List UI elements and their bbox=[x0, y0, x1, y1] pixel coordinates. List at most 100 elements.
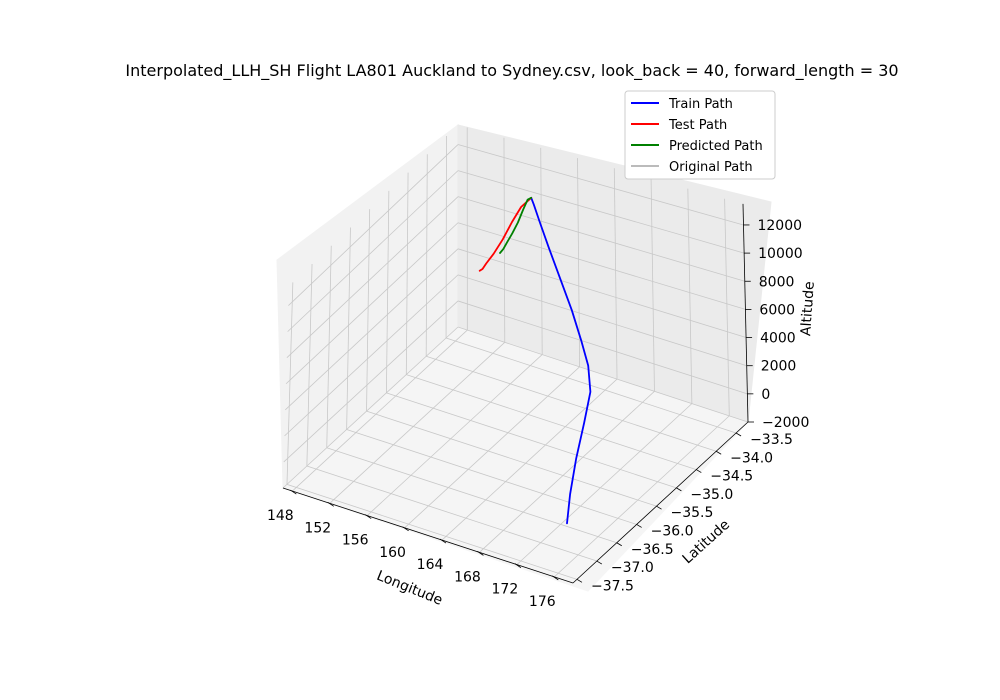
grid-line-x bbox=[516, 403, 693, 565]
x-tick-label: 168 bbox=[454, 569, 481, 585]
grid-line-x bbox=[503, 137, 506, 343]
grid-line-z bbox=[288, 144, 459, 306]
grid-line-y bbox=[326, 245, 332, 448]
grid-line-z bbox=[457, 144, 744, 226]
grid-line-x bbox=[650, 178, 655, 392]
grid-line-y bbox=[306, 264, 313, 467]
grid-line-z bbox=[457, 248, 747, 338]
z-tick-label: 8000 bbox=[759, 274, 795, 290]
legend-frame bbox=[624, 90, 776, 180]
x-tick-mark bbox=[290, 489, 297, 495]
z-tick-label: 10000 bbox=[758, 246, 803, 262]
grid-line-x bbox=[292, 329, 468, 492]
z-tick-label: 12000 bbox=[757, 218, 802, 234]
y-tick-label: −34.0 bbox=[730, 450, 773, 466]
grid-line-x bbox=[613, 168, 618, 380]
z-axis-label: Altitude bbox=[798, 281, 818, 337]
grid-line-z bbox=[285, 222, 459, 385]
grid-line-z bbox=[286, 196, 459, 358]
z-tick-label: 2000 bbox=[761, 359, 797, 375]
grid-line-y bbox=[405, 172, 409, 375]
x-tick-mark bbox=[477, 551, 484, 556]
grid-line-z bbox=[457, 326, 749, 423]
y-tick-label: −37.5 bbox=[591, 578, 634, 594]
x-tick-mark bbox=[514, 563, 522, 568]
y-tick-label: −35.5 bbox=[671, 505, 714, 521]
grid-line-z bbox=[285, 248, 459, 411]
legend: Train Path Test Path Predicted Path Origina… bbox=[624, 90, 776, 180]
grid-line-y bbox=[426, 355, 717, 452]
y-tick-mark bbox=[715, 450, 722, 455]
x-tick-label: 156 bbox=[342, 533, 369, 549]
x-tick-label: 176 bbox=[529, 594, 556, 610]
grid-line-y bbox=[286, 282, 294, 485]
series-lines bbox=[478, 196, 592, 525]
series-line-predicted-path bbox=[499, 196, 533, 254]
z-tick-label: −2000 bbox=[762, 415, 809, 431]
x-tick-label: 160 bbox=[379, 545, 406, 561]
x-tick-label: 164 bbox=[417, 557, 444, 573]
grid-line-y bbox=[306, 465, 597, 562]
grid-line-y bbox=[386, 190, 390, 393]
grid-line-y bbox=[425, 154, 428, 357]
x-tick-label: 152 bbox=[304, 520, 331, 536]
grid-line-z bbox=[457, 274, 747, 367]
chart-title: Interpolated_LLH_SH Flight LA801 Aucklan… bbox=[125, 61, 898, 81]
legend-label: Test Path bbox=[668, 118, 727, 133]
grid-line-y bbox=[366, 410, 657, 507]
grid-lines bbox=[282, 127, 749, 580]
y-tick-mark bbox=[596, 560, 603, 565]
grid-line-y bbox=[326, 447, 617, 544]
grid-line-y bbox=[366, 209, 371, 412]
y-tick-mark bbox=[696, 469, 702, 473]
axes-lines bbox=[282, 203, 749, 584]
legend-label: Train Path bbox=[668, 97, 733, 112]
grid-line-y bbox=[286, 483, 578, 580]
y-tick-mark bbox=[636, 524, 642, 528]
x-tick-label: 148 bbox=[267, 508, 294, 524]
y-tick-mark bbox=[616, 542, 622, 547]
x-tick-mark bbox=[402, 526, 409, 532]
x-tick-mark bbox=[439, 538, 447, 544]
grid-line-y bbox=[406, 374, 697, 470]
grid-line-x bbox=[687, 188, 693, 404]
x-axis-label: Longitude bbox=[374, 568, 445, 609]
grid-line-z bbox=[457, 170, 745, 254]
grid-line-x bbox=[540, 147, 543, 355]
grid-line-x bbox=[554, 415, 730, 578]
y-tick-mark bbox=[676, 487, 682, 492]
grid-line-z bbox=[283, 300, 459, 463]
grid-line-z bbox=[457, 300, 748, 395]
y-axis-line bbox=[572, 421, 749, 584]
y-tick-label: −35.0 bbox=[690, 487, 733, 503]
z-tick-label: 4000 bbox=[760, 331, 796, 347]
grid-line-z bbox=[457, 196, 745, 282]
y-tick-label: −36.0 bbox=[651, 523, 694, 539]
x-tick-mark bbox=[327, 501, 334, 507]
grid-line-x bbox=[404, 366, 580, 529]
grid-line-x bbox=[366, 354, 543, 516]
grid-line-z bbox=[457, 222, 746, 310]
grid-line-z bbox=[282, 326, 459, 489]
y-tick-label: −36.5 bbox=[631, 542, 674, 558]
y-tick-label: −33.5 bbox=[750, 432, 793, 448]
series-line-train-path bbox=[530, 196, 592, 525]
z-tick-label: 0 bbox=[761, 387, 770, 403]
grid-line-y bbox=[346, 227, 351, 430]
grid-line-y bbox=[346, 429, 637, 525]
legend-label: Original Path bbox=[669, 160, 753, 175]
grid-line-z bbox=[284, 274, 459, 437]
y-tick-label: −34.5 bbox=[710, 469, 753, 485]
grid-line-x bbox=[479, 391, 655, 553]
ticks: 148 152 156 160 164 168 172 176 −33.5 −34.0 −34.5 −… bbox=[267, 218, 809, 610]
grid-line-y bbox=[386, 392, 677, 489]
grid-line-x bbox=[329, 342, 506, 504]
series-line-test-path bbox=[478, 196, 533, 272]
y-tick-mark bbox=[576, 578, 583, 583]
y-tick-mark bbox=[735, 432, 742, 437]
legend-label: Predicted Path bbox=[669, 139, 763, 154]
grid-line-y bbox=[445, 337, 737, 434]
x-tick-label: 172 bbox=[492, 582, 519, 598]
grid-line-x bbox=[724, 198, 730, 416]
